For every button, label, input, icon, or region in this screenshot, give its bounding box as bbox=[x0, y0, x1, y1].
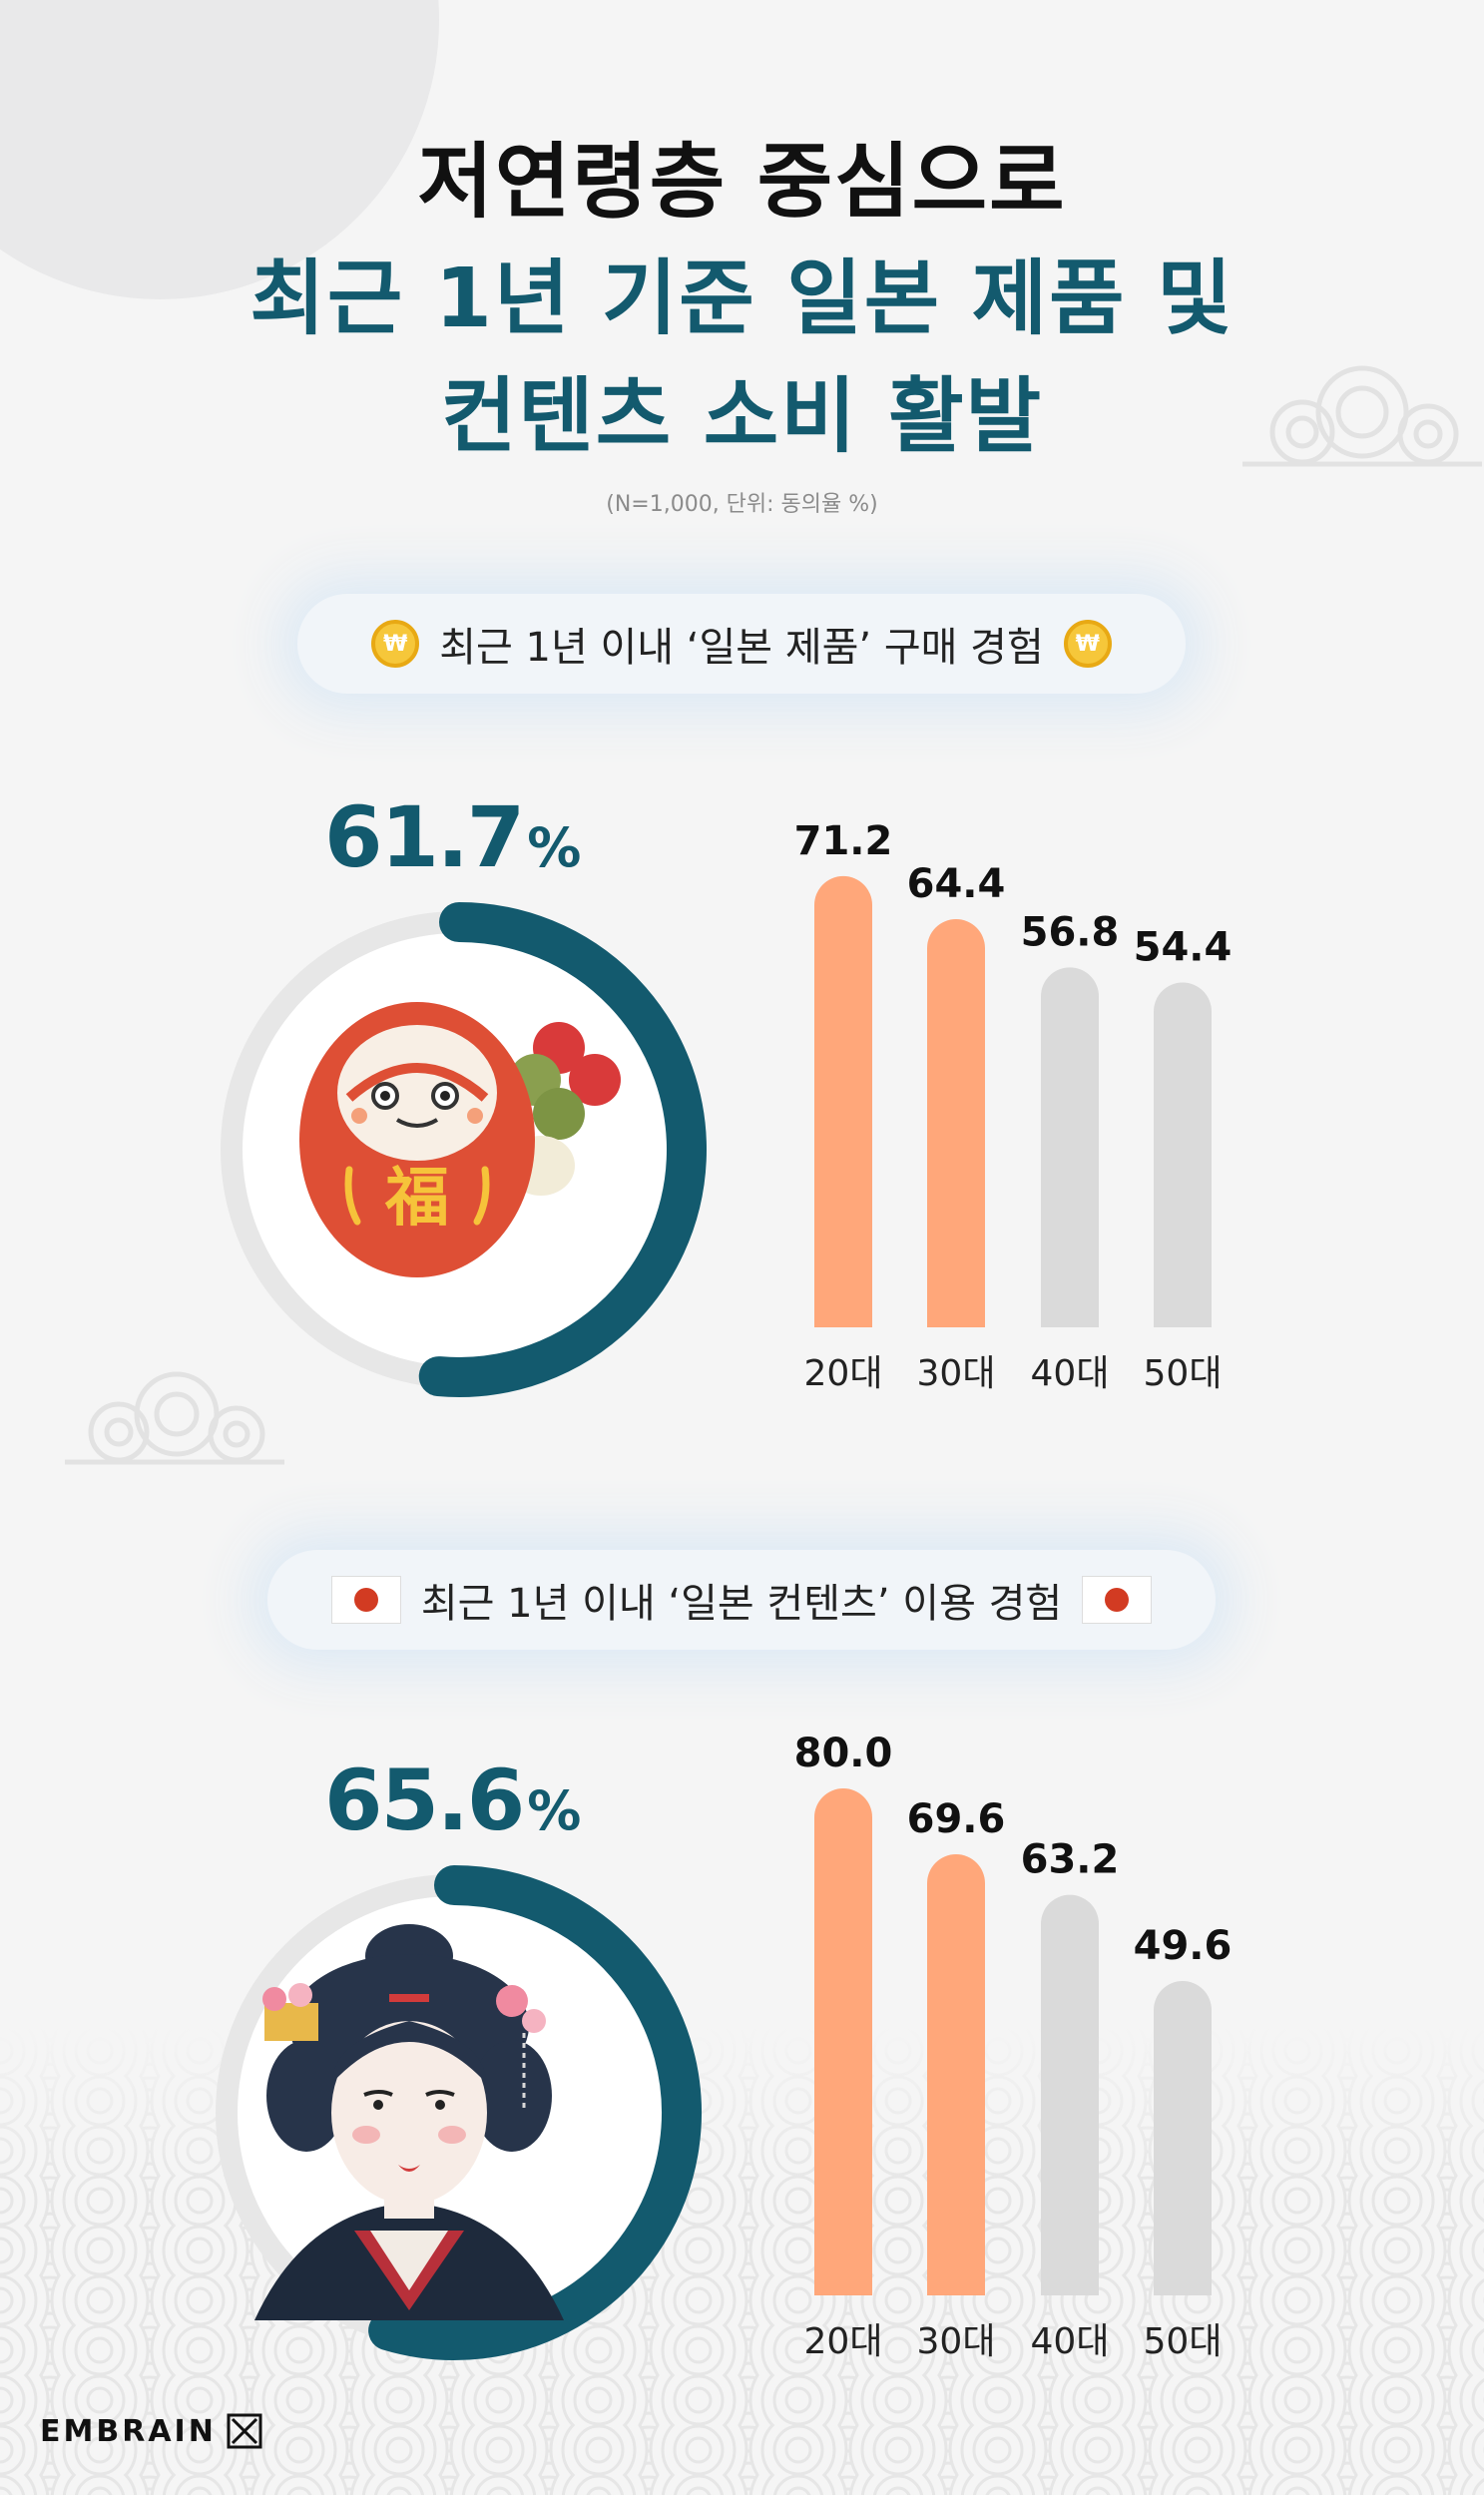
bar-20대 bbox=[814, 1788, 872, 2295]
bar-value-label: 56.8 bbox=[1021, 909, 1120, 955]
section1-total: 61.7% bbox=[324, 788, 581, 886]
title-line-1: 저연령층 중심으로 bbox=[417, 135, 1067, 230]
donut-value-arc bbox=[418, 902, 707, 1397]
bar-value-label: 49.6 bbox=[1134, 1923, 1233, 1969]
bar-40대 bbox=[1041, 967, 1099, 1327]
category-tick-label: 50대 bbox=[1144, 1353, 1223, 1394]
bar-50대 bbox=[1154, 982, 1212, 1327]
bar-20대 bbox=[814, 875, 872, 1327]
category-tick-label: 50대 bbox=[1144, 2321, 1223, 2362]
cloud-icon bbox=[65, 1371, 284, 1465]
japan-flag-icon bbox=[330, 1576, 401, 1624]
category-tick-label: 20대 bbox=[804, 1353, 883, 1394]
bar-value-label: 54.4 bbox=[1134, 925, 1233, 971]
brand-logo: EMBRAIN bbox=[40, 2413, 262, 2449]
section2-total-unit: % bbox=[527, 1779, 581, 1842]
daruma-doll-icon: 福 bbox=[299, 1002, 621, 1277]
section1-total-unit: % bbox=[527, 816, 581, 879]
category-tick-label: 30대 bbox=[917, 2321, 996, 2362]
bar-value-label: 63.2 bbox=[1021, 1837, 1120, 1883]
category-tick-label: 40대 bbox=[1031, 1353, 1110, 1394]
category-tick-label: 20대 bbox=[804, 2321, 883, 2362]
bar-value-label: 69.6 bbox=[907, 1796, 1006, 1842]
donut-value-arc bbox=[368, 1865, 702, 2360]
bar-30대 bbox=[927, 1854, 985, 2295]
svg-text:福: 福 bbox=[384, 1161, 449, 1236]
bar-50대 bbox=[1154, 1981, 1212, 2295]
section1-heading-banner: ₩ 최근 1년 이내 ‘일본 제품’ 구매 경험 ₩ bbox=[297, 594, 1186, 694]
brand-name: EMBRAIN bbox=[40, 2413, 217, 2449]
section1-total-value: 61.7 bbox=[324, 788, 525, 886]
bar-30대 bbox=[927, 919, 985, 1327]
bar-value-label: 80.0 bbox=[794, 1737, 893, 1776]
coin-icon: ₩ bbox=[1063, 620, 1112, 668]
section2-heading-banner: 최근 1년 이내 ‘일본 컨텐츠’ 이용 경험 bbox=[267, 1550, 1216, 1650]
title-line-3: 컨텐츠 소비 활발 bbox=[440, 369, 1044, 464]
section2-total-value: 65.6 bbox=[324, 1751, 525, 1849]
bar-value-label: 71.2 bbox=[794, 818, 893, 864]
category-tick-label: 30대 bbox=[917, 1353, 996, 1394]
category-tick-label: 40대 bbox=[1031, 2321, 1110, 2362]
section2-bar-chart: 80.0 20대 69.6 30대 63.2 40대 49.6 50대 bbox=[794, 1737, 1233, 2362]
section2-donut bbox=[216, 1865, 702, 2360]
section1-bar-chart: 71.2 20대 64.4 30대 56.8 40대 54.4 50대 bbox=[794, 818, 1233, 1394]
bar-40대 bbox=[1041, 1894, 1099, 2295]
section1-donut: 福 bbox=[221, 902, 707, 1397]
bar-value-label: 64.4 bbox=[907, 861, 1006, 907]
cloud-icon bbox=[1242, 365, 1482, 467]
section1-heading: 최근 1년 이내 ‘일본 제품’ 구매 경험 bbox=[439, 625, 1044, 671]
title-line-2: 최근 1년 기준 일본 제품 및 bbox=[249, 251, 1235, 346]
japan-flag-icon bbox=[1082, 1576, 1153, 1624]
sample-note: (N=1,000, 단위: 동의율 %) bbox=[606, 492, 878, 517]
section2-total: 65.6% bbox=[324, 1751, 581, 1849]
logo-mark-icon bbox=[227, 2413, 262, 2449]
section2-heading: 최근 1년 이내 ‘일본 컨텐츠’ 이용 경험 bbox=[420, 1581, 1063, 1627]
geisha-icon bbox=[254, 1924, 564, 2320]
coin-icon: ₩ bbox=[371, 620, 420, 668]
